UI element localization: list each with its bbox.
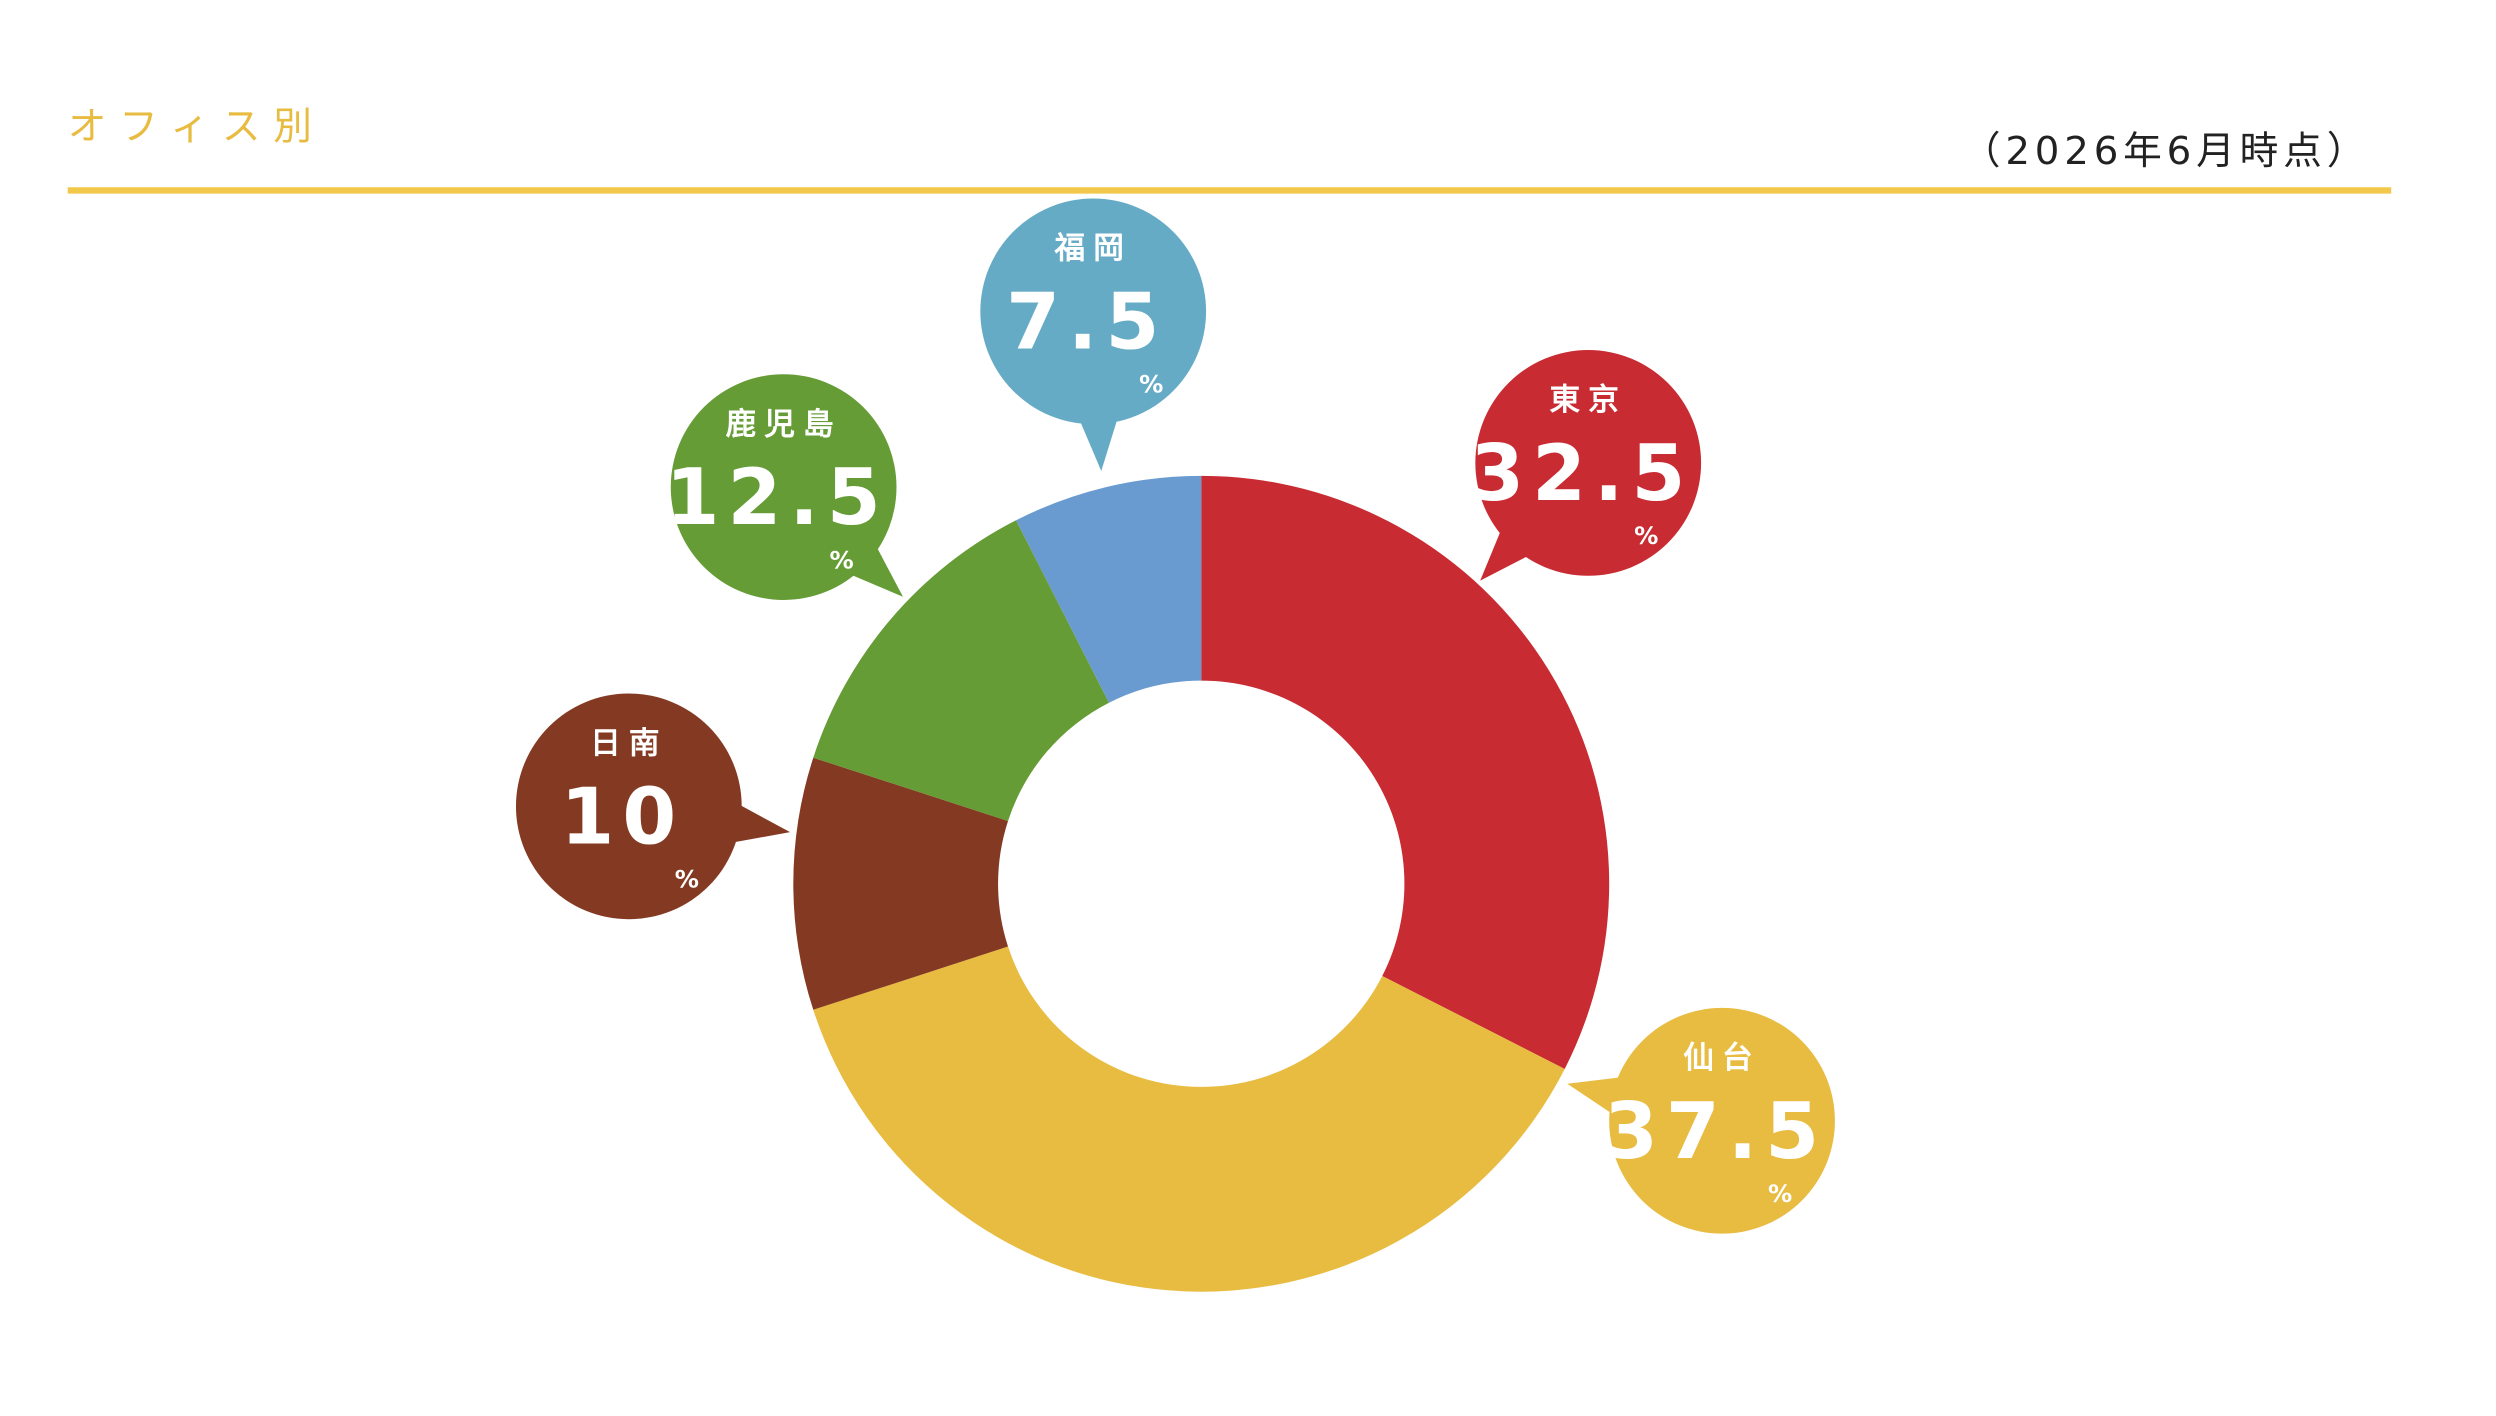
category-label: 日南 bbox=[590, 727, 667, 762]
donut-segment bbox=[813, 520, 1110, 821]
value-label: 10 bbox=[560, 772, 684, 862]
unit-label: % bbox=[1139, 371, 1163, 399]
category-label: 福岡 bbox=[1054, 232, 1132, 267]
category-label: 鹿児島 bbox=[726, 407, 842, 442]
label-bubble bbox=[515, 693, 742, 920]
donut-segment bbox=[1016, 475, 1202, 703]
unit-label: % bbox=[675, 866, 699, 894]
label-bubble bbox=[1609, 1007, 1835, 1234]
chart-subtitle: （2026年6月時点） bbox=[1962, 129, 2370, 174]
donut-segment bbox=[793, 757, 1009, 1010]
donut-segment bbox=[813, 946, 1565, 1292]
value-label: 12.5 bbox=[666, 453, 889, 543]
category-label: 東京 bbox=[1550, 382, 1627, 418]
value-label: 37.5 bbox=[1604, 1087, 1827, 1177]
value-label: 32.5 bbox=[1470, 429, 1693, 519]
donut-segment bbox=[1201, 475, 1610, 1069]
label-bubble bbox=[1475, 350, 1702, 576]
category-label: 仙台 bbox=[1683, 1041, 1760, 1076]
unit-label: % bbox=[1768, 1180, 1792, 1208]
label-bubble bbox=[980, 198, 1207, 425]
value-label: 7.5 bbox=[1006, 277, 1167, 367]
label-bubble bbox=[670, 374, 897, 600]
unit-label: % bbox=[1634, 522, 1658, 550]
chart-title: オフィス別 bbox=[68, 105, 325, 150]
unit-label: % bbox=[830, 546, 854, 574]
